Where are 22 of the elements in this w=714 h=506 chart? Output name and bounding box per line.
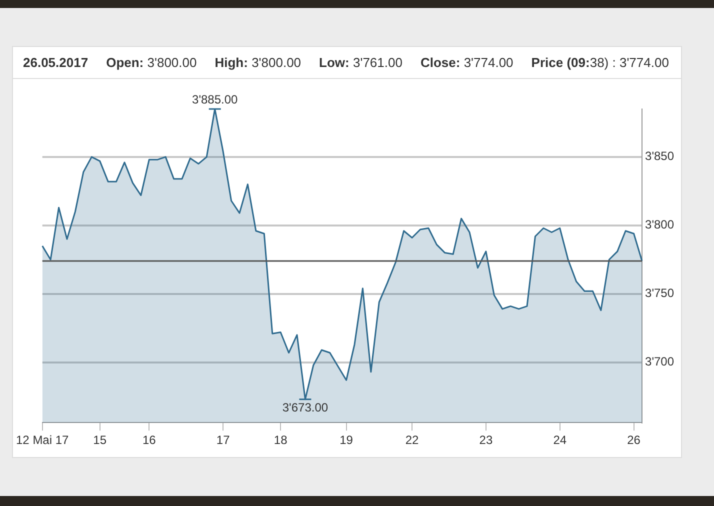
- y-tick-label: 3'750: [645, 286, 674, 300]
- text: Open: 3'800.00: [106, 55, 197, 70]
- x-tick-label: 17: [216, 433, 230, 448]
- text: Low: 3'761.00: [319, 55, 402, 70]
- x-tick-label: 18: [274, 433, 288, 448]
- x-tick-label: 15: [93, 433, 107, 448]
- text: Price (09:38) : 3'774.00: [531, 55, 669, 70]
- text: Close: 3'774.00: [420, 55, 514, 70]
- x-tick-label: 12 Mai 17: [16, 433, 70, 448]
- y-tick-label: 3'700: [645, 354, 674, 369]
- annotation: 3'885.00: [192, 92, 238, 106]
- annotation: 3'673.00: [282, 400, 328, 415]
- y-tick-label: 3'800: [645, 218, 674, 232]
- x-tick-label: 23: [479, 433, 493, 448]
- x-tick-label: 26: [627, 433, 641, 448]
- text: High: 3'800.00: [214, 55, 302, 70]
- x-tick-label: 24: [553, 433, 567, 448]
- text: 26.05.2017: [23, 55, 88, 70]
- y-tick-label: 3'850: [645, 149, 674, 164]
- x-tick-label: 22: [405, 433, 419, 448]
- x-tick-label: 19: [340, 433, 354, 448]
- x-tick-label: 16: [142, 433, 156, 448]
